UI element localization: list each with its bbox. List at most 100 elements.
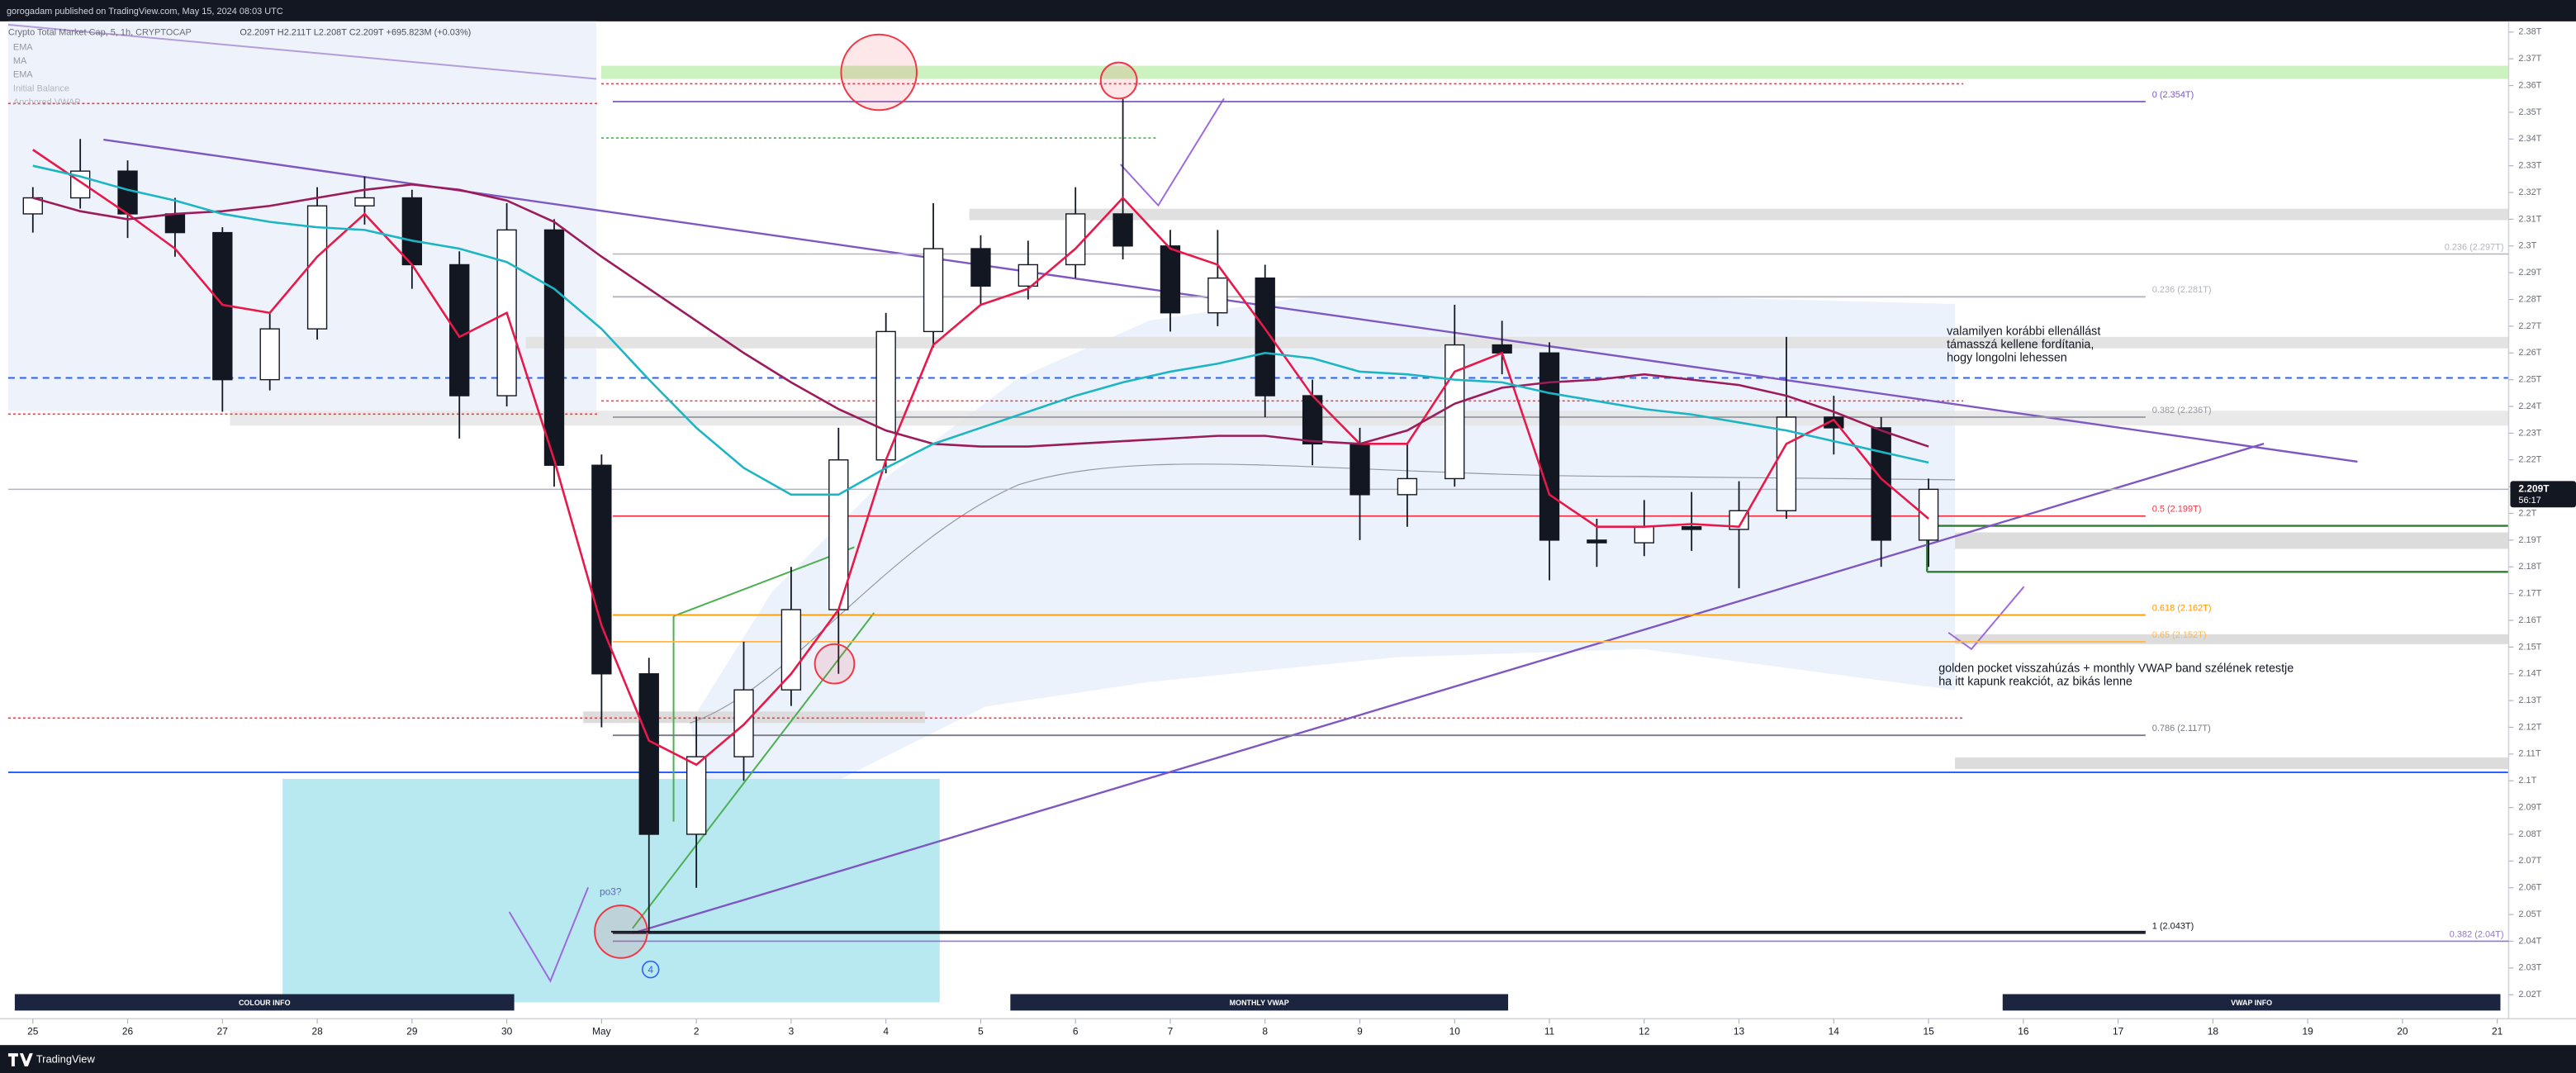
candle-body — [1539, 352, 1560, 541]
x-tick-label: 18 — [2208, 1025, 2219, 1037]
x-tick-label: 21 — [2492, 1025, 2503, 1037]
y-tick-label: 2.16T — [2518, 615, 2541, 625]
candle-body — [591, 464, 612, 675]
x-tick-label: 6 — [1073, 1025, 1079, 1037]
candle-body — [970, 248, 991, 287]
vwap-band — [690, 296, 1956, 855]
y-tick-label: 2.1T — [2518, 776, 2536, 786]
legend-entry: EMA — [13, 70, 33, 80]
x-tick-label: 28 — [311, 1025, 323, 1037]
zone — [583, 711, 925, 724]
zone — [1955, 757, 2509, 769]
info-button — [2002, 994, 2501, 1011]
fib-label: 1 (2.043T) — [2152, 922, 2194, 932]
zone — [1955, 532, 2509, 549]
legend-entry: Initial Balance — [13, 83, 69, 93]
wave-label: 4 — [648, 964, 653, 976]
candle-body — [1018, 264, 1038, 287]
y-tick-label: 2.05T — [2518, 909, 2541, 919]
candle-body — [686, 756, 707, 835]
x-tick-label: May — [592, 1025, 611, 1037]
candle-body — [1255, 277, 1275, 396]
y-tick-label: 2.13T — [2518, 696, 2541, 705]
footer-bar — [0, 1045, 2576, 1073]
x-tick-label: 2 — [694, 1025, 700, 1037]
candle-body — [1587, 539, 1607, 544]
legend-entry: Anchored VWAP — [13, 97, 81, 107]
candle-body — [1207, 277, 1228, 314]
y-tick-label: 2.27T — [2518, 321, 2541, 331]
candle-body — [306, 205, 328, 330]
fib-label: 0.236 (2.281T) — [2152, 285, 2212, 295]
zone — [230, 411, 2509, 426]
zone — [969, 208, 2509, 221]
candle-body — [1492, 344, 1512, 354]
candle-body — [1397, 477, 1418, 496]
y-tick-label: 2.15T — [2518, 642, 2541, 652]
fib-label: 0 (2.354T) — [2152, 90, 2194, 100]
x-tick-label: 3 — [789, 1025, 795, 1037]
green-channel — [673, 546, 855, 617]
x-tick-label: 16 — [2018, 1025, 2029, 1037]
y-tick-label: 2.35T — [2518, 107, 2541, 117]
legend-ohlc: O2.209T H2.211T L2.208T C2.209T +695.823… — [240, 28, 471, 38]
y-tick-label: 2.29T — [2518, 268, 2541, 278]
y-tick-label: 2.03T — [2518, 963, 2541, 973]
y-tick-label: 2.14T — [2518, 669, 2541, 679]
green-channel — [632, 612, 875, 929]
y-tick-label: 2.12T — [2518, 722, 2541, 732]
last-price-badge — [2510, 481, 2576, 508]
indicator-line — [32, 164, 1929, 496]
y-tick-label: 2.28T — [2518, 294, 2541, 304]
y-tick-label: 2.02T — [2518, 990, 2541, 999]
candle-body — [1112, 213, 1133, 247]
fib-label: 0.5 (2.199T) — [2152, 505, 2202, 515]
y-tick-label: 2.04T — [2518, 936, 2541, 946]
x-tick-label: 8 — [1262, 1025, 1268, 1037]
projection-arrow — [508, 886, 590, 983]
last-price-label: 2.209T — [2518, 483, 2550, 495]
y-tick-label: 2.06T — [2518, 883, 2541, 893]
fib-label: 0.65 (2.152T) — [2152, 630, 2207, 640]
fib-label: 0.382 (2.236T) — [2152, 406, 2212, 415]
fib-label: 0.786 (2.117T) — [2152, 724, 2211, 734]
y-tick-label: 2.23T — [2518, 428, 2541, 438]
x-tick-label: 10 — [1449, 1025, 1461, 1037]
footer-logo — [7, 1053, 33, 1067]
y-tick-label: 2.33T — [2518, 161, 2541, 171]
y-tick-label: 2.24T — [2518, 401, 2541, 411]
candle-body — [117, 170, 138, 215]
highlight-circle — [1099, 61, 1138, 100]
x-tick-label: 20 — [2397, 1025, 2408, 1037]
candle-body — [875, 330, 896, 461]
fib-label: 0.382 (2.04T) — [2450, 929, 2504, 939]
y-tick-label: 2.32T — [2518, 188, 2541, 197]
candle-body — [923, 248, 944, 333]
legend-entry: MA — [13, 56, 27, 66]
x-tick-label: 9 — [1357, 1025, 1363, 1037]
x-tick-label: 13 — [1734, 1025, 1745, 1037]
candle-body — [638, 673, 659, 835]
candle-body — [780, 609, 802, 691]
fib-label: 0.236 (2.297T) — [2445, 242, 2504, 252]
trend-line — [632, 442, 2265, 935]
x-tick-label: 7 — [1168, 1025, 1174, 1037]
indicator-line — [32, 183, 1929, 448]
candle-body — [1871, 427, 1891, 541]
info-button-label: COLOUR INFO — [239, 999, 291, 1007]
highlight-circle — [840, 33, 918, 112]
candle-body — [449, 264, 470, 396]
info-button-label: VWAP INFO — [2231, 999, 2272, 1007]
x-tick-label: 14 — [1829, 1025, 1840, 1037]
x-tick-label: 27 — [217, 1025, 229, 1037]
candle-body — [1160, 245, 1181, 314]
candle-body — [401, 197, 423, 266]
y-tick-label: 2.38T — [2518, 27, 2541, 37]
candle-body — [1918, 488, 1939, 541]
legend-entry: EMA — [13, 43, 33, 53]
x-tick-label: 12 — [1639, 1025, 1650, 1037]
note-text: golden pocket visszahúzás + monthly VWAP… — [1938, 662, 2294, 675]
